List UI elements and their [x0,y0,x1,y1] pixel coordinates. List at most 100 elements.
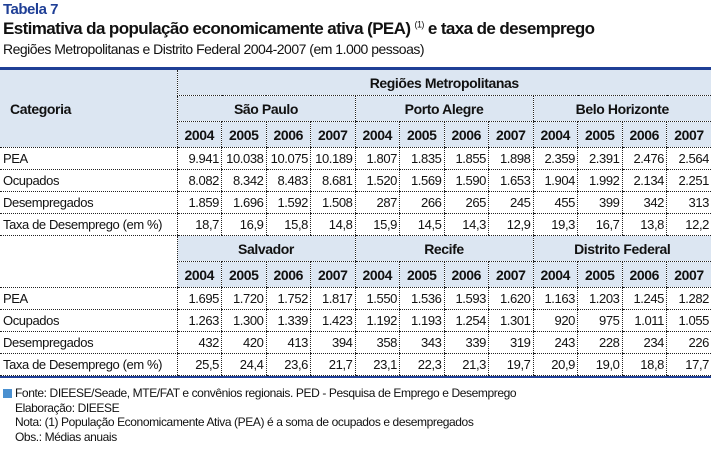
table-row: PEA 9.941 10.038 10.075 10.189 1.807 1.835 1.85… [0,147,711,170]
value-cell: 12,2 [666,213,711,236]
value-cell: 8.082 [176,169,222,192]
value-cell: 19,0 [577,353,622,376]
value-cell: 243 [532,331,578,354]
value-cell: 975 [577,309,622,332]
value-cell: 1.011 [621,309,667,332]
value-cell: 14,5 [399,213,444,236]
category-header: Categoria [0,70,177,148]
value-cell: 1.520 [354,169,400,192]
year-header: 2005 [399,121,444,148]
value-cell: 23,6 [265,353,311,376]
year-header: 2006 [265,261,311,288]
value-cell: 1.752 [265,287,311,310]
row-label: PEA [0,287,177,310]
year-header: 2005 [577,121,622,148]
value-cell: 2.391 [577,147,622,170]
value-cell: 313 [666,191,711,214]
pea-note: Nota: (1) População Economicamente Ativa… [15,415,474,429]
region-header: Belo Horizonte [532,95,711,122]
value-cell: 1.245 [621,287,667,310]
table-row: PEA 1.695 1.720 1.752 1.817 1.550 1.536 1.593 1.… [0,287,711,310]
value-cell: 1.301 [488,309,533,332]
value-cell: 1.817 [310,287,355,310]
title-footnote-ref: (1) [414,19,425,30]
bullet-square-icon [3,389,12,398]
source-note: Fonte: DIEESE/Seade, MTE/FAT e convênios… [15,386,517,400]
value-cell: 1.620 [488,287,533,310]
footnotes: Fonte: DIEESE/Seade, MTE/FAT e convênios… [3,386,517,444]
value-cell: 1.508 [310,191,355,214]
row-label: Ocupados [0,309,177,332]
value-cell: 1.192 [354,309,400,332]
value-cell: 1.569 [399,169,444,192]
value-cell: 1.898 [488,147,533,170]
value-cell: 2.564 [666,147,711,170]
value-cell: 287 [354,191,400,214]
region-header-row: Salvador Recife Distrito Federal [0,235,711,288]
value-cell: 15,9 [354,213,400,236]
value-cell: 1.300 [221,309,266,332]
value-cell: 1.055 [666,309,711,332]
pea-table: Categoria Regiões Metropolitanas São Paulo… [0,70,711,376]
region-header: Recife [354,235,533,262]
value-cell: 14,3 [443,213,489,236]
year-header: 2004 [354,121,400,148]
value-cell: 21,7 [310,353,355,376]
year-header: 2004 [176,261,222,288]
value-cell: 10.189 [310,147,355,170]
value-cell: 23,1 [354,353,400,376]
table-row: Desempregados 1.859 1.696 1.592 1.508 287 266 2… [0,191,711,214]
year-header: 2005 [221,121,266,148]
year-header: 2007 [666,121,711,148]
value-cell: 920 [532,309,578,332]
obs-note: Obs.: Médias anuais [15,429,117,444]
year-header: 2004 [354,261,400,288]
year-header: 2004 [176,121,222,148]
row-label: Taxa de Desemprego (em %) [0,213,177,236]
year-header: 2005 [221,261,266,288]
value-cell: 1.696 [221,191,266,214]
value-cell: 2.134 [621,169,667,192]
table-row: Taxa de Desemprego (em %) 18,7 16,9 15,8 14,… [0,213,711,236]
year-header: 2007 [310,261,355,288]
value-cell: 1.339 [265,309,311,332]
value-cell: 25,5 [176,353,222,376]
year-header: 2005 [577,261,622,288]
value-cell: 1.536 [399,287,444,310]
value-cell: 19,3 [532,213,578,236]
bottom-rule [0,376,711,378]
region-header-row: São Paulo Porto Alegre Belo Horizonte [0,95,711,122]
value-cell: 19,7 [488,353,533,376]
value-cell: 8.681 [310,169,355,192]
value-cell: 399 [577,191,622,214]
value-cell: 1.695 [176,287,222,310]
value-cell: 394 [310,331,355,354]
value-cell: 12,9 [488,213,533,236]
value-cell: 1.807 [354,147,400,170]
value-cell: 10.038 [221,147,266,170]
value-cell: 455 [532,191,578,214]
row-label: Desempregados [0,331,177,354]
table-subtitle: Regiões Metropolitanas e Distrito Federa… [3,41,425,57]
region-header: Distrito Federal [532,235,711,262]
value-cell: 1.653 [488,169,533,192]
value-cell: 1.859 [176,191,222,214]
value-cell: 1.423 [310,309,355,332]
value-cell: 1.855 [443,147,489,170]
value-cell: 343 [399,331,444,354]
value-cell: 15,8 [265,213,311,236]
value-cell: 22,3 [399,353,444,376]
value-cell: 266 [399,191,444,214]
value-cell: 1.590 [443,169,489,192]
title-end: e taxa de desemprego [427,19,595,38]
year-header: 2007 [666,261,711,288]
year-header: 2004 [532,121,578,148]
value-cell: 10.075 [265,147,311,170]
value-cell: 226 [666,331,711,354]
value-cell: 319 [488,331,533,354]
value-cell: 1.203 [577,287,622,310]
value-cell: 1.904 [532,169,578,192]
value-cell: 432 [176,331,222,354]
value-cell: 20,9 [532,353,578,376]
value-cell: 8.342 [221,169,266,192]
